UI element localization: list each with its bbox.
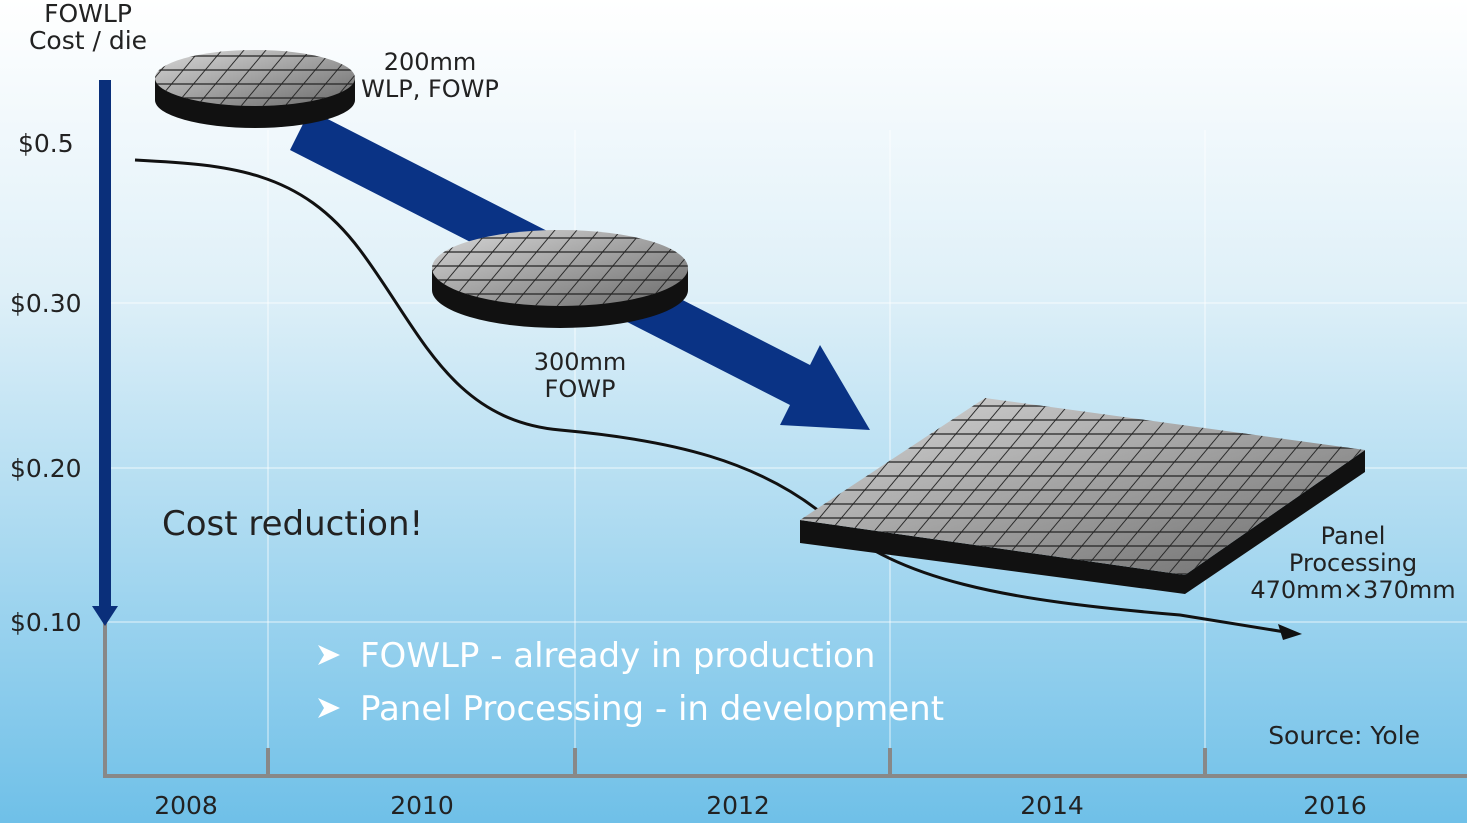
bullet: Panel Processing - in development: [360, 689, 944, 729]
source: Source: Yole: [1268, 721, 1420, 750]
axes: [103, 620, 1467, 778]
bullet-icon: [318, 645, 340, 665]
y-title: Cost / die: [29, 26, 147, 55]
bullet: FOWLP - already in production: [360, 636, 875, 676]
y-label: $0.5: [18, 129, 74, 158]
stage-label: FOWP: [545, 375, 616, 403]
y-label: $0.10: [10, 608, 82, 637]
callout: Cost reduction!: [162, 504, 423, 544]
x-label: 2012: [706, 791, 770, 820]
wafer-300: [432, 230, 688, 328]
wafer-200: [155, 50, 355, 128]
x-label: 2014: [1020, 791, 1084, 820]
x-label: 2016: [1303, 791, 1367, 820]
curve-head: [1278, 624, 1302, 640]
y-label: $0.30: [10, 289, 82, 318]
y-label: $0.20: [10, 454, 82, 483]
bullet-icon: [318, 698, 340, 718]
cost-curve: [134, 158, 1286, 634]
stage-label: Processing: [1289, 549, 1417, 577]
x-label: 2008: [154, 791, 218, 820]
y-title: FOWLP: [44, 0, 132, 28]
stage-label: Panel: [1321, 522, 1386, 550]
stage-label: 300mm: [534, 348, 627, 376]
grid: [105, 130, 1467, 776]
stage-label: 470mm×370mm: [1250, 576, 1455, 604]
stage-label: WLP, FOWP: [361, 75, 499, 103]
stage-label: 200mm: [384, 48, 477, 76]
cost-arrow: [92, 80, 118, 626]
x-label: 2010: [390, 791, 454, 820]
